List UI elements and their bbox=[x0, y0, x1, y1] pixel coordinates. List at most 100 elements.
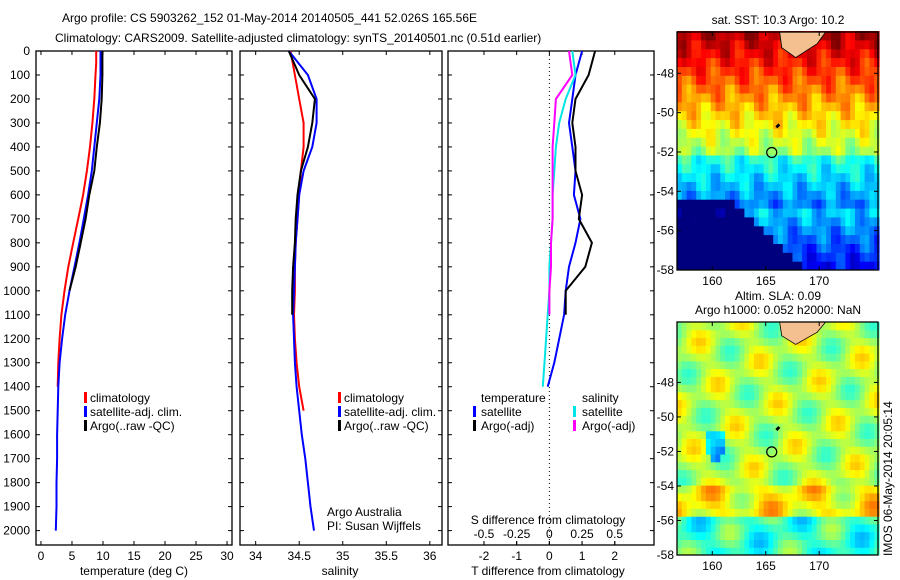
map-cell bbox=[677, 423, 683, 432]
map-cell bbox=[831, 353, 837, 362]
map-cell bbox=[826, 399, 832, 408]
map-cell bbox=[763, 523, 769, 533]
map-cell bbox=[768, 368, 774, 377]
map-cell bbox=[734, 128, 740, 138]
map-cell bbox=[864, 75, 870, 85]
map-cell bbox=[845, 508, 851, 517]
map-cell bbox=[787, 190, 793, 200]
map-cell bbox=[811, 500, 817, 509]
map-cell bbox=[691, 547, 697, 556]
map-cell bbox=[749, 84, 755, 94]
map-cell bbox=[797, 368, 803, 377]
map-cell bbox=[787, 508, 793, 517]
map-cell bbox=[763, 376, 769, 385]
map-cell bbox=[864, 438, 870, 447]
map-cell bbox=[768, 353, 774, 362]
lon-tick-label: 160 bbox=[702, 274, 722, 288]
map-cell bbox=[710, 423, 716, 432]
map-cell bbox=[797, 531, 803, 540]
map-cell bbox=[787, 84, 793, 94]
map-cell bbox=[778, 75, 784, 85]
map-cell bbox=[705, 110, 712, 121]
map-cell bbox=[681, 531, 688, 540]
map-cell bbox=[792, 485, 798, 494]
map-cell bbox=[802, 438, 808, 447]
map-cell bbox=[725, 137, 731, 147]
legend-marker bbox=[84, 406, 87, 417]
map-cell bbox=[720, 461, 726, 471]
map-cell bbox=[821, 322, 827, 331]
map-frame bbox=[676, 31, 879, 271]
map-cell bbox=[758, 446, 765, 455]
map-cell bbox=[831, 75, 837, 85]
map-cell bbox=[845, 190, 851, 200]
map-cell bbox=[787, 57, 793, 67]
map-cell bbox=[749, 31, 755, 41]
map-cell bbox=[826, 110, 832, 121]
map-cell bbox=[859, 190, 866, 200]
map-cell bbox=[754, 485, 760, 494]
map-cell bbox=[768, 208, 774, 218]
map-cell bbox=[792, 181, 798, 191]
map-cell bbox=[773, 353, 779, 362]
map-cell bbox=[701, 128, 707, 138]
map-cell bbox=[763, 181, 769, 191]
map-cell bbox=[802, 492, 808, 502]
map-cell bbox=[691, 243, 697, 253]
map-cell bbox=[792, 477, 798, 486]
map-cell bbox=[720, 423, 726, 432]
map-cell bbox=[677, 75, 683, 85]
map-cell bbox=[816, 391, 822, 401]
map-cell bbox=[744, 101, 750, 112]
map-cell bbox=[696, 225, 702, 236]
map-cell bbox=[855, 75, 861, 85]
map-cell bbox=[758, 190, 765, 200]
map-cell bbox=[864, 430, 870, 439]
map-cell bbox=[715, 523, 721, 533]
map-cell bbox=[768, 93, 774, 103]
map-cell bbox=[831, 57, 837, 67]
map-cell bbox=[705, 101, 712, 112]
map-cell bbox=[749, 199, 755, 209]
map-cell bbox=[758, 57, 765, 67]
map-cell bbox=[681, 57, 688, 67]
map-cell bbox=[677, 261, 683, 271]
map-cell bbox=[802, 208, 808, 218]
map-cell bbox=[792, 137, 798, 147]
map-cell bbox=[725, 423, 731, 432]
map-cell bbox=[816, 101, 822, 112]
map-cell bbox=[850, 137, 856, 147]
map-cell bbox=[782, 391, 789, 401]
map-cell bbox=[869, 531, 875, 540]
map-cell bbox=[720, 75, 726, 85]
map-cell bbox=[739, 146, 745, 156]
map-cell bbox=[710, 110, 716, 121]
map-cell bbox=[792, 93, 798, 103]
map-cell bbox=[864, 523, 870, 533]
y-tick-label: 1700 bbox=[3, 452, 30, 466]
x2-tick-label: -0.25 bbox=[503, 527, 531, 541]
map-cell bbox=[691, 508, 697, 517]
map-cell bbox=[754, 225, 760, 236]
map-cell bbox=[826, 75, 832, 85]
map-cell bbox=[864, 31, 870, 41]
map-cell bbox=[773, 539, 779, 548]
map-cell bbox=[686, 199, 692, 209]
legend-marker bbox=[473, 420, 476, 431]
map-cell bbox=[710, 190, 716, 200]
map-cell bbox=[782, 446, 789, 455]
map-cell bbox=[831, 119, 837, 129]
map-cell bbox=[749, 485, 755, 494]
map-cell bbox=[705, 376, 712, 385]
map-cell bbox=[734, 376, 740, 385]
map-cell bbox=[729, 469, 736, 478]
map-cell bbox=[681, 66, 688, 76]
map-cell bbox=[729, 110, 736, 121]
lon-tick-label: 165 bbox=[756, 274, 776, 288]
map-cell bbox=[739, 75, 745, 85]
map-cell bbox=[850, 368, 856, 377]
map-cell bbox=[797, 154, 803, 165]
map-cell bbox=[840, 163, 846, 174]
map-cell bbox=[691, 199, 697, 209]
map-cell bbox=[768, 477, 774, 486]
